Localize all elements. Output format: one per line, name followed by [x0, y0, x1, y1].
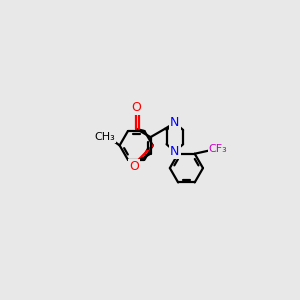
Text: N: N — [170, 116, 179, 129]
Text: N: N — [170, 145, 179, 158]
Text: CH₃: CH₃ — [94, 132, 115, 142]
Text: CF₃: CF₃ — [208, 144, 227, 154]
Text: O: O — [129, 160, 139, 173]
Text: O: O — [131, 101, 141, 114]
